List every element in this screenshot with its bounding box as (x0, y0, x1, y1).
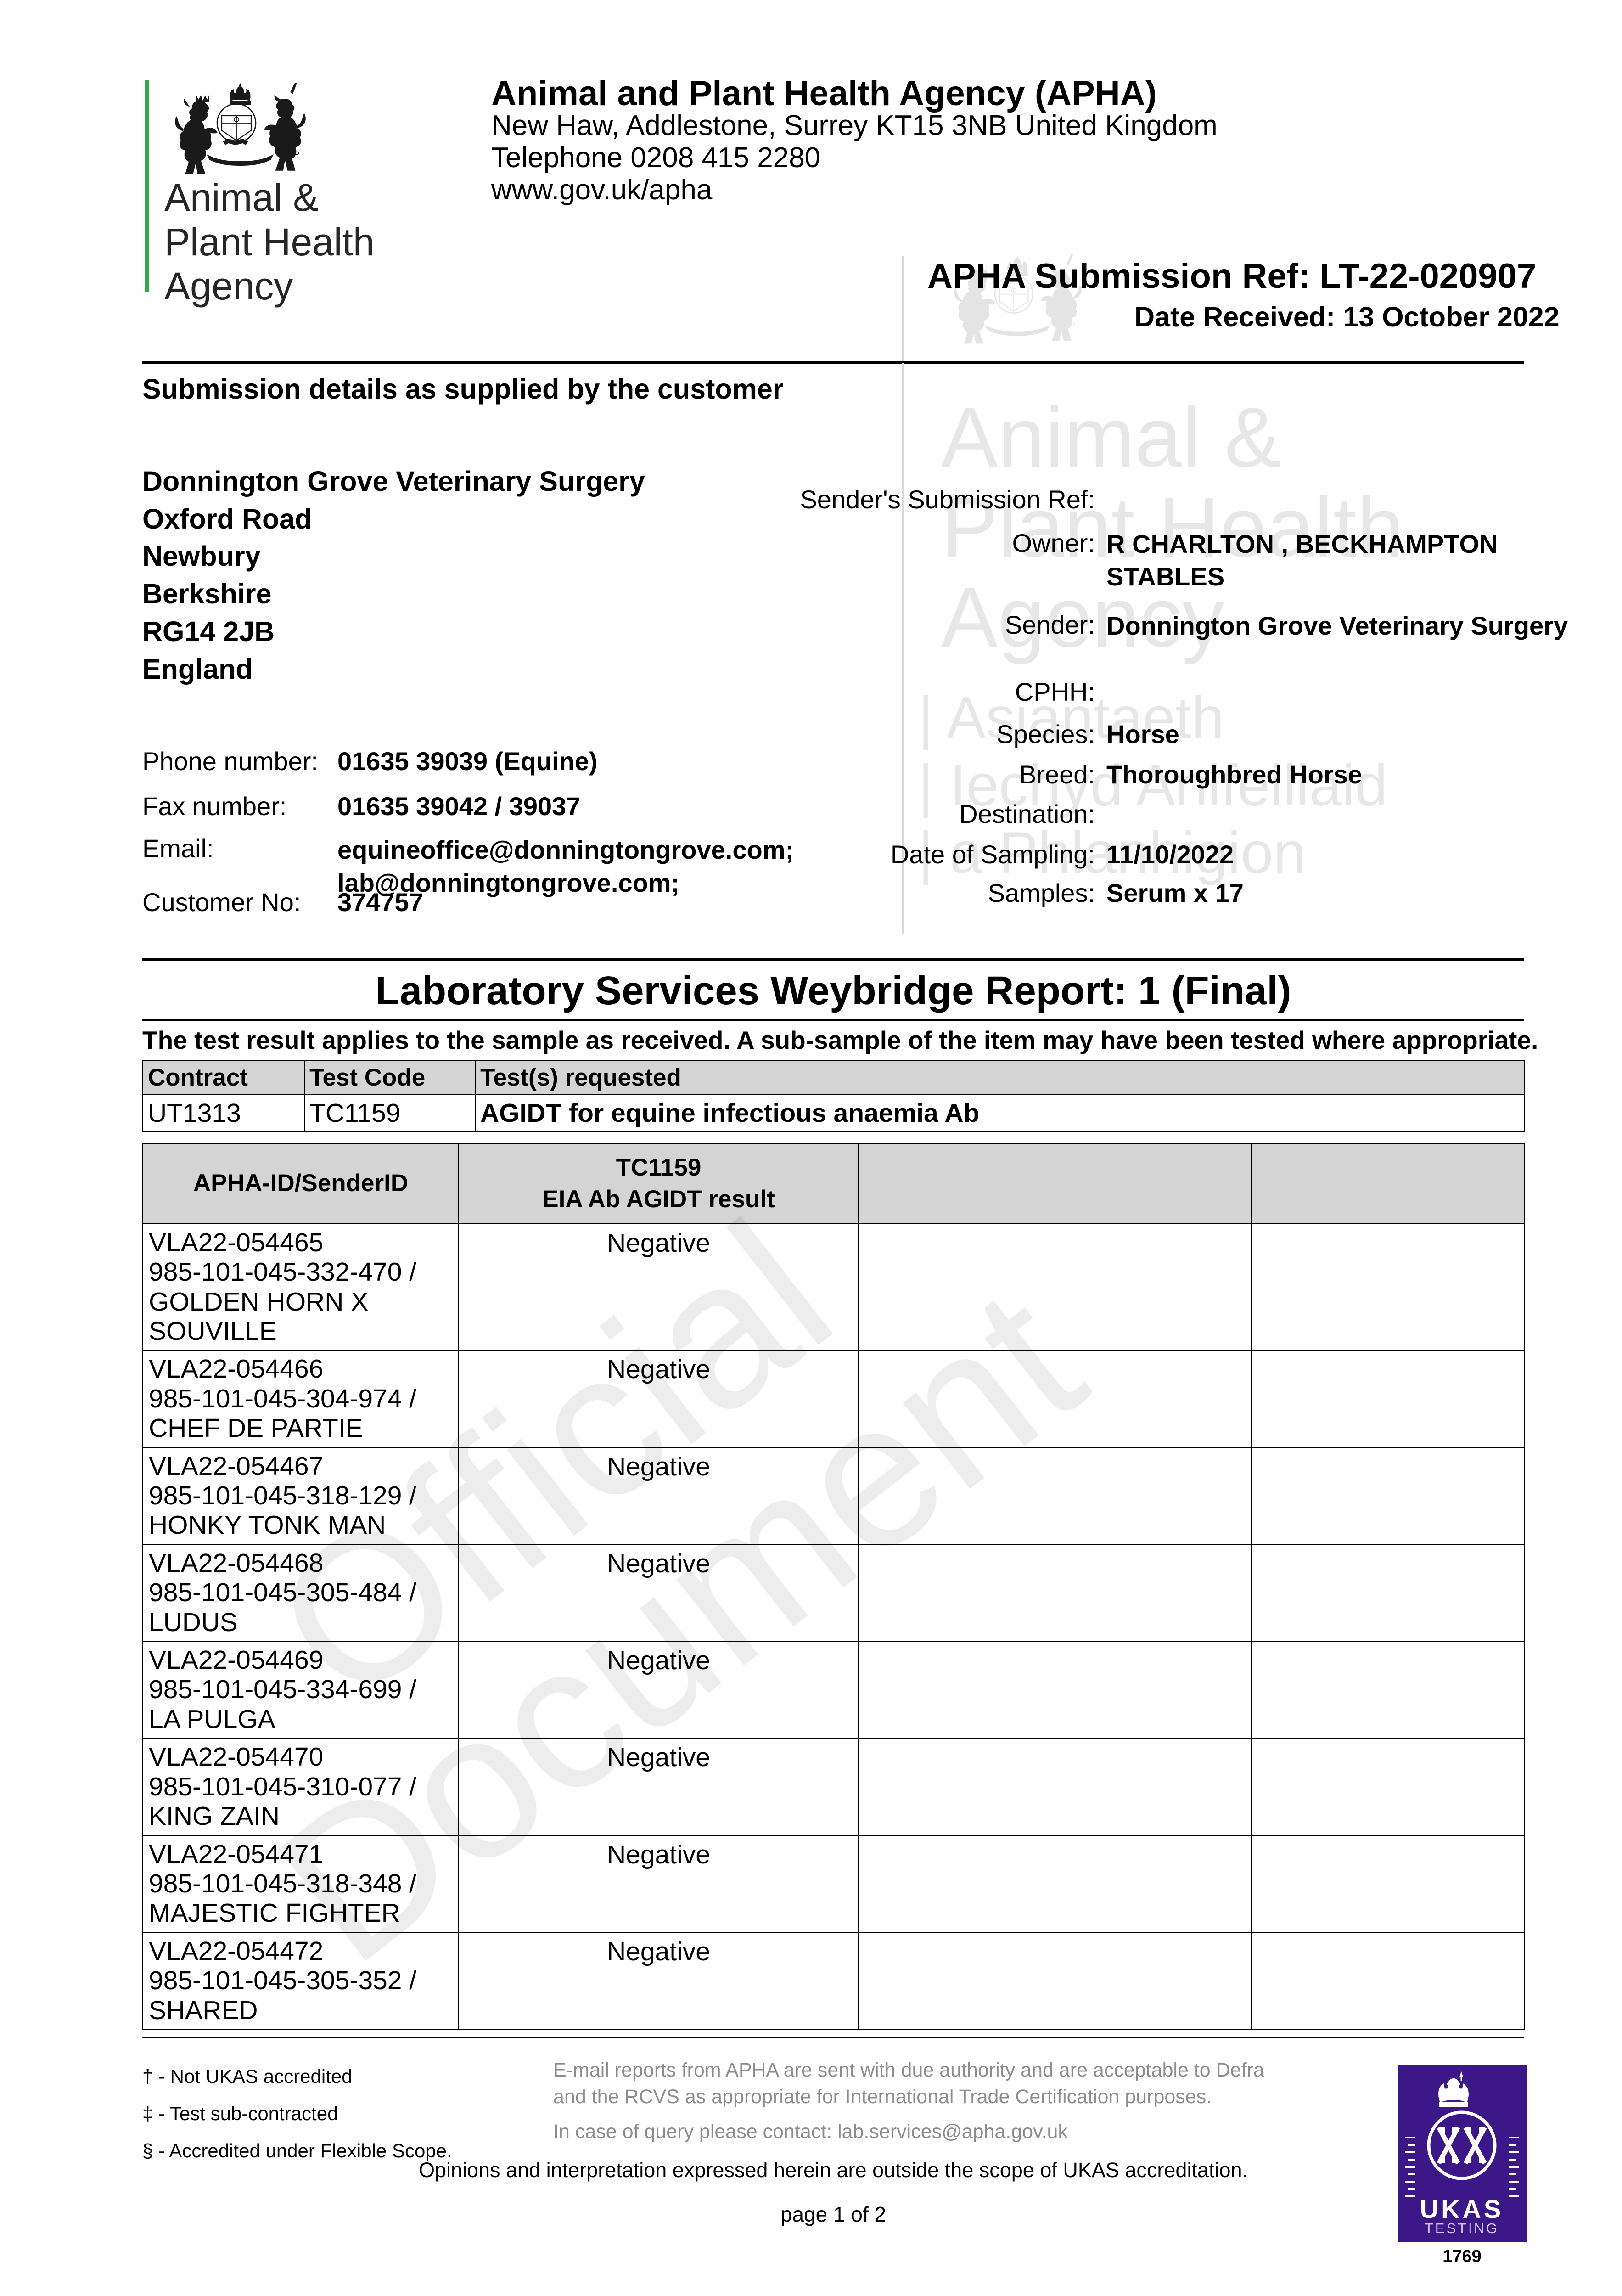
svg-text:UKAS: UKAS (1420, 2195, 1504, 2223)
svg-text:TESTING: TESTING (1425, 2220, 1499, 2236)
